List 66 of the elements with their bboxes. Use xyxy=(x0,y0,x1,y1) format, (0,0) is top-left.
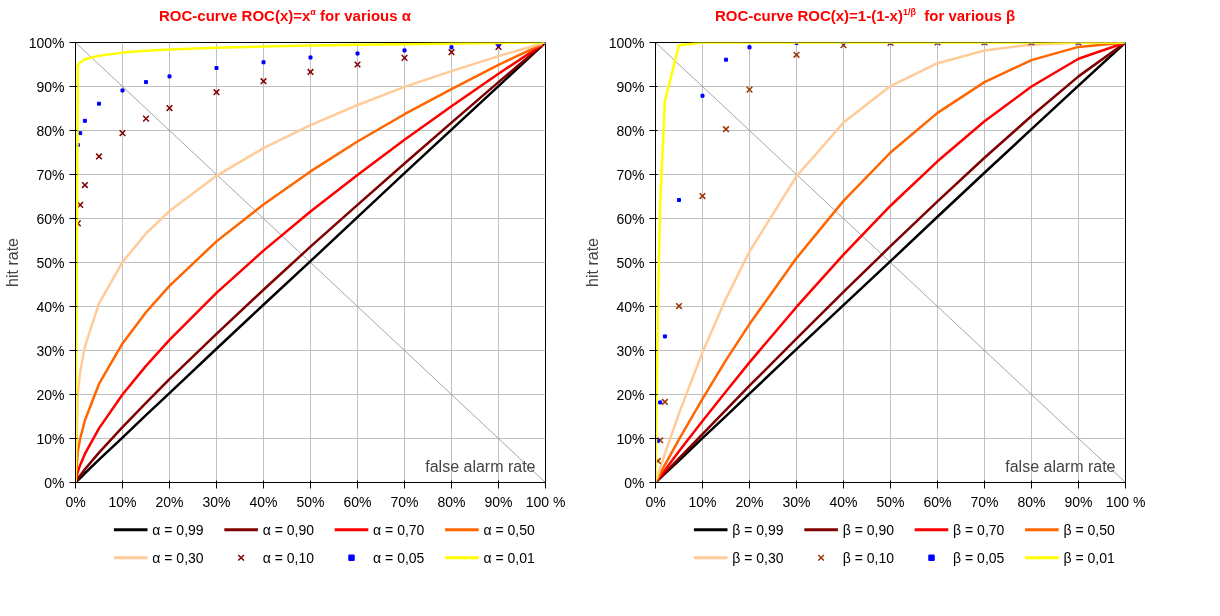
legend-label: β = 0,05 xyxy=(953,549,1005,566)
y-tick-label: 30% xyxy=(36,342,65,359)
x-tick-label: 50% xyxy=(296,493,325,510)
y-tick-label: 40% xyxy=(616,298,645,315)
legend-label: α = 0,05 xyxy=(373,549,425,566)
legend-label: α = 0,10 xyxy=(262,549,315,566)
legend-label: α = 0,30 xyxy=(152,549,204,566)
x-tick-label: 40% xyxy=(249,493,278,510)
y-tick-label: 40% xyxy=(36,298,65,315)
y-tick-label: 80% xyxy=(36,122,65,139)
y-tick-label: 60% xyxy=(36,210,65,227)
x-tick-label: 100 % xyxy=(525,493,566,510)
x-tick-label: 30% xyxy=(782,493,811,510)
legend-label: β = 0,90 xyxy=(842,521,895,538)
y-tick-label: 80% xyxy=(616,122,645,139)
x-tick-label: 10% xyxy=(108,493,137,510)
x-tick-label: 20% xyxy=(735,493,764,510)
x-tick-label: 20% xyxy=(155,493,184,510)
chart-title: ROC-curve ROC(x)=x$^{α}$ for various α xyxy=(158,6,412,26)
x-tick-label: 60% xyxy=(923,493,952,510)
x-tick-label: 70% xyxy=(970,493,999,510)
y-tick-label: 10% xyxy=(616,430,645,447)
legend-label: β = 0,99 xyxy=(732,521,784,538)
x-tick-label: 100 % xyxy=(1105,493,1146,510)
x-tick-label: 30% xyxy=(202,493,231,510)
legend-label: α = 0,01 xyxy=(483,549,536,566)
x-tick-label: 90% xyxy=(484,493,513,510)
x-tick-label: 80% xyxy=(437,493,466,510)
y-tick-label: 30% xyxy=(616,342,645,359)
y-tick-label: 20% xyxy=(616,386,645,403)
legend-label: β = 0,30 xyxy=(732,549,784,566)
y-tick-label: 0% xyxy=(44,474,65,491)
y-tick-label: 60% xyxy=(616,210,645,227)
y-tick-label: 70% xyxy=(36,166,65,183)
y-tick-label: 100% xyxy=(28,34,65,51)
legend-label: α = 0,50 xyxy=(483,521,536,538)
y-axis-title: hit rate xyxy=(583,237,601,287)
x-tick-label: 90% xyxy=(1064,493,1093,510)
legend-label: α = 0,90 xyxy=(262,521,315,538)
x-tick-label: 0% xyxy=(65,493,86,510)
y-tick-label: 100% xyxy=(608,34,645,51)
legend-label: β = 0,01 xyxy=(1063,549,1115,566)
legend-label: β = 0,70 xyxy=(953,521,1005,538)
x-tick-label: 10% xyxy=(688,493,717,510)
chart-title: ROC-curve ROC(x)=1-(1-x)$^{1/β}$ for various β xyxy=(713,6,1017,26)
legend-label: β = 0,10 xyxy=(842,549,895,566)
legend-label: β = 0,50 xyxy=(1063,521,1115,538)
y-tick-label: 50% xyxy=(616,254,645,271)
legend-label: α = 0,99 xyxy=(152,521,204,538)
y-axis-title: hit rate xyxy=(3,237,21,287)
y-tick-label: 90% xyxy=(616,78,645,95)
x-tick-label: 70% xyxy=(390,493,419,510)
x-axis-title: false alarm rate xyxy=(1005,457,1116,475)
y-tick-label: 90% xyxy=(36,78,65,95)
x-tick-label: 0% xyxy=(645,493,666,510)
x-tick-label: 50% xyxy=(876,493,905,510)
legend-label: α = 0,70 xyxy=(373,521,425,538)
y-tick-label: 70% xyxy=(616,166,645,183)
x-axis-title: false alarm rate xyxy=(425,457,536,475)
y-tick-label: 10% xyxy=(36,430,65,447)
y-tick-label: 0% xyxy=(624,474,645,491)
x-tick-label: 40% xyxy=(829,493,858,510)
y-tick-label: 50% xyxy=(36,254,65,271)
x-tick-label: 60% xyxy=(343,493,372,510)
x-tick-label: 80% xyxy=(1017,493,1046,510)
y-tick-label: 20% xyxy=(36,386,65,403)
